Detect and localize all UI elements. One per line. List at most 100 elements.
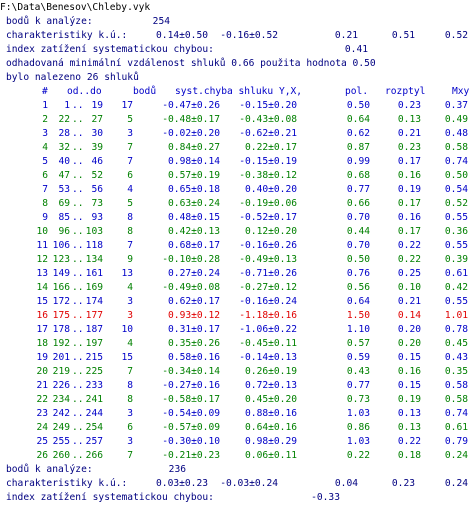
label: index zatížení systematickou chybou: <box>6 492 214 503</box>
label: bodů k analýze: <box>6 16 93 27</box>
value: 0.21 <box>334 30 358 41</box>
cell: 0.65±0.18 <box>168 184 220 195</box>
cell: 0.22 <box>397 436 421 447</box>
cell: -0.47±0.26 <box>162 100 220 111</box>
value: 254 <box>152 16 170 27</box>
cell: 27 <box>91 114 103 125</box>
cell: 0.16 <box>397 170 421 181</box>
cell: 22 <box>58 114 70 125</box>
cell: 0.64±0.16 <box>245 422 297 433</box>
cell: 0.23 <box>397 142 421 153</box>
column-header: bodů <box>133 86 157 97</box>
cell: 10 <box>36 226 48 237</box>
cell: -0.54±0.09 <box>162 408 220 419</box>
cell: 0.10 <box>397 282 421 293</box>
column-header: pol. <box>345 86 369 97</box>
cell: 4 <box>42 142 48 153</box>
cell: 52 <box>91 170 103 181</box>
cell: 15 <box>36 296 48 307</box>
cell: 10 <box>121 324 133 335</box>
cell: .. <box>72 352 84 363</box>
cell: 226 <box>52 380 70 391</box>
cell: 0.78 <box>444 324 468 335</box>
cell: 106 <box>52 240 70 251</box>
cell: 0.22 <box>397 254 421 265</box>
cell: -0.16±0.24 <box>239 296 297 307</box>
cell: 4 <box>127 184 133 195</box>
cell: .. <box>72 212 84 223</box>
cell: 172 <box>52 296 70 307</box>
cell: 73 <box>91 198 103 209</box>
cell: -0.27±0.12 <box>239 282 297 293</box>
cell: 0.37 <box>444 100 468 111</box>
cell: 175 <box>52 310 70 321</box>
cell: 0.55 <box>444 240 468 251</box>
cell: 26 <box>36 450 48 461</box>
cell: 8 <box>127 380 133 391</box>
cell: 69 <box>58 198 70 209</box>
cell: -0.48±0.17 <box>162 114 220 125</box>
cell: 9 <box>42 212 48 223</box>
cell: 25 <box>36 436 48 447</box>
cell: 1.03 <box>346 436 370 447</box>
cell: 0.14 <box>397 310 421 321</box>
cell: 0.35±0.26 <box>168 338 220 349</box>
cell: 7 <box>127 366 133 377</box>
cell: .. <box>72 170 84 181</box>
cell: 0.45±0.20 <box>245 394 297 405</box>
cell: 15 <box>121 352 133 363</box>
cell: 5 <box>127 198 133 209</box>
cell: -0.34±0.14 <box>162 366 220 377</box>
cell: -0.57±0.09 <box>162 422 220 433</box>
cell: 0.93±0.12 <box>168 310 220 321</box>
cell: 118 <box>85 240 103 251</box>
cell: 6 <box>127 170 133 181</box>
cell: 161 <box>85 268 103 279</box>
cell: 21 <box>36 380 48 391</box>
cell: 93 <box>91 212 103 223</box>
cell: 0.62 <box>346 128 370 139</box>
cell: 0.57 <box>346 338 370 349</box>
cell: .. <box>72 226 84 237</box>
cell: 0.74 <box>444 408 468 419</box>
cell: 0.58 <box>444 380 468 391</box>
cell: 0.63±0.24 <box>168 198 220 209</box>
cell: 0.35 <box>444 366 468 377</box>
cell: 7 <box>42 184 48 195</box>
cell: 1.10 <box>346 324 370 335</box>
cell: 177 <box>85 310 103 321</box>
cell: 0.17 <box>397 156 421 167</box>
cell: 0.17 <box>397 198 421 209</box>
cell: 5 <box>127 114 133 125</box>
cell: 22 <box>36 394 48 405</box>
cell: 0.31±0.17 <box>168 324 220 335</box>
cell: 0.16 <box>397 366 421 377</box>
cell: 0.58 <box>444 142 468 153</box>
cell: -0.16±0.26 <box>239 240 297 251</box>
cell: 192 <box>52 338 70 349</box>
cell: 0.15 <box>397 380 421 391</box>
column-header: rozptyl <box>385 86 426 97</box>
cell: 0.61 <box>444 422 468 433</box>
cell: -0.58±0.17 <box>162 394 220 405</box>
cell: 96 <box>58 226 70 237</box>
cell: -0.49±0.08 <box>162 282 220 293</box>
cell: .. <box>72 114 84 125</box>
cell: 0.13 <box>397 422 421 433</box>
cell: .. <box>72 436 84 447</box>
note: bylo nalezeno 26 shluků <box>6 72 139 83</box>
cell: 4 <box>127 282 133 293</box>
cell: .. <box>72 100 84 111</box>
cell: 0.23 <box>397 100 421 111</box>
cell: 24 <box>36 422 48 433</box>
cell: 14 <box>36 282 48 293</box>
value: 0.04 <box>334 478 358 489</box>
cell: -0.38±0.12 <box>239 170 297 181</box>
cell: 254 <box>85 422 103 433</box>
cell: 0.36 <box>444 226 468 237</box>
cell: 23 <box>36 408 48 419</box>
cell: -1.18±0.16 <box>239 310 297 321</box>
cell: .. <box>72 450 84 461</box>
cell: 0.22 <box>346 450 370 461</box>
cell: 7 <box>127 450 133 461</box>
